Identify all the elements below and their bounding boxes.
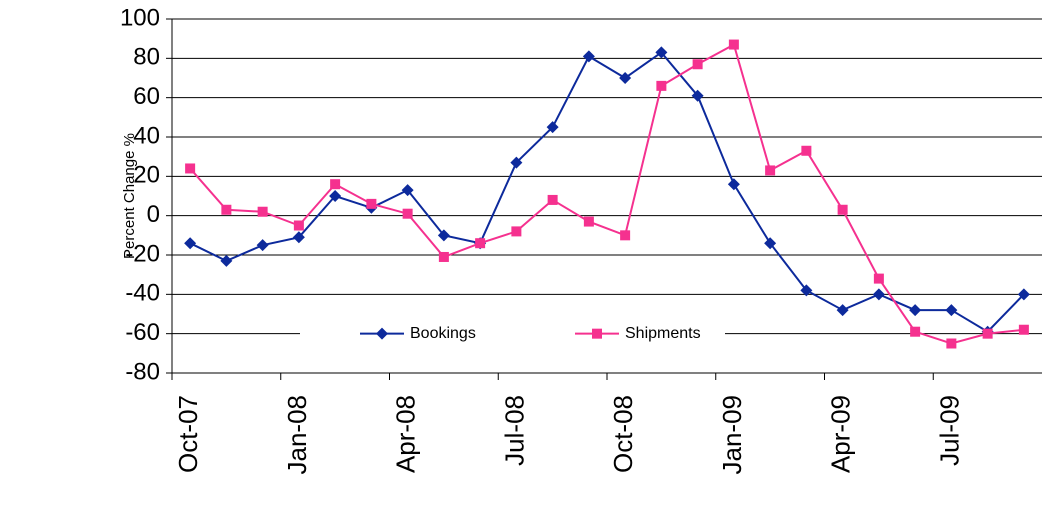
data-point bbox=[511, 226, 522, 237]
data-point bbox=[655, 46, 668, 59]
y-tick-label: 0 bbox=[147, 201, 160, 228]
x-tick-label: Oct-07 bbox=[173, 395, 203, 473]
data-point bbox=[873, 273, 884, 284]
data-point bbox=[656, 80, 667, 91]
x-tick-label: Jul-09 bbox=[934, 395, 964, 466]
y-axis-label: Percent Change % bbox=[121, 133, 138, 259]
x-tick-label: Jan-09 bbox=[717, 395, 747, 475]
data-point bbox=[582, 50, 595, 63]
data-point bbox=[401, 184, 414, 197]
data-point bbox=[946, 338, 957, 349]
data-point bbox=[872, 288, 885, 301]
data-point bbox=[475, 238, 486, 249]
data-point bbox=[728, 39, 739, 50]
data-point bbox=[184, 237, 197, 250]
y-tick-label: -80 bbox=[125, 358, 160, 385]
data-point bbox=[437, 229, 450, 242]
data-point bbox=[691, 89, 704, 102]
data-point bbox=[692, 59, 703, 70]
data-point bbox=[619, 72, 632, 84]
data-point bbox=[292, 231, 305, 244]
y-tick-label: 40 bbox=[133, 122, 160, 149]
data-point bbox=[329, 190, 342, 202]
data-point bbox=[546, 121, 559, 134]
series-line bbox=[189, 51, 1025, 333]
x-tick-label: Oct-08 bbox=[608, 395, 638, 473]
data-point bbox=[293, 220, 304, 231]
legend-label: Bookings bbox=[410, 325, 476, 342]
data-point bbox=[547, 194, 558, 205]
data-point bbox=[402, 208, 413, 219]
data-point bbox=[257, 206, 268, 217]
data-point bbox=[221, 204, 232, 215]
data-point bbox=[836, 304, 849, 317]
data-point bbox=[330, 179, 341, 190]
y-tick-label: 20 bbox=[133, 162, 160, 189]
data-point bbox=[220, 254, 233, 267]
data-point bbox=[909, 304, 922, 317]
data-point bbox=[764, 237, 777, 250]
y-tick-label: 80 bbox=[133, 44, 160, 71]
data-point bbox=[510, 156, 523, 169]
data-point bbox=[800, 284, 813, 297]
x-tick-label: Apr-09 bbox=[826, 395, 856, 473]
data-point bbox=[837, 204, 848, 215]
x-tick-label: Apr-08 bbox=[391, 395, 421, 473]
y-tick-label: 100 bbox=[120, 4, 160, 31]
data-point bbox=[366, 198, 377, 209]
y-tick-label: -20 bbox=[125, 240, 160, 267]
x-tick-label: Jul-08 bbox=[499, 395, 529, 466]
data-point bbox=[185, 163, 196, 174]
data-point bbox=[620, 230, 631, 241]
x-tick-label: Jan-08 bbox=[282, 395, 312, 475]
series-line bbox=[189, 43, 1024, 345]
legend-label: Shipments bbox=[625, 325, 701, 342]
data-point bbox=[583, 216, 594, 227]
data-point bbox=[945, 304, 958, 317]
data-point bbox=[1018, 324, 1029, 335]
legend-marker bbox=[376, 327, 388, 340]
data-point bbox=[256, 239, 269, 252]
data-point bbox=[765, 165, 776, 176]
y-tick-label: -40 bbox=[125, 280, 160, 307]
y-tick-label: 60 bbox=[133, 83, 160, 110]
data-point bbox=[438, 251, 449, 262]
y-tick-label: -60 bbox=[125, 319, 160, 346]
data-point bbox=[910, 326, 921, 337]
data-point bbox=[727, 178, 740, 191]
legend-marker bbox=[592, 328, 602, 339]
data-point bbox=[801, 145, 812, 156]
data-point bbox=[982, 328, 993, 339]
data-point bbox=[1017, 288, 1030, 301]
